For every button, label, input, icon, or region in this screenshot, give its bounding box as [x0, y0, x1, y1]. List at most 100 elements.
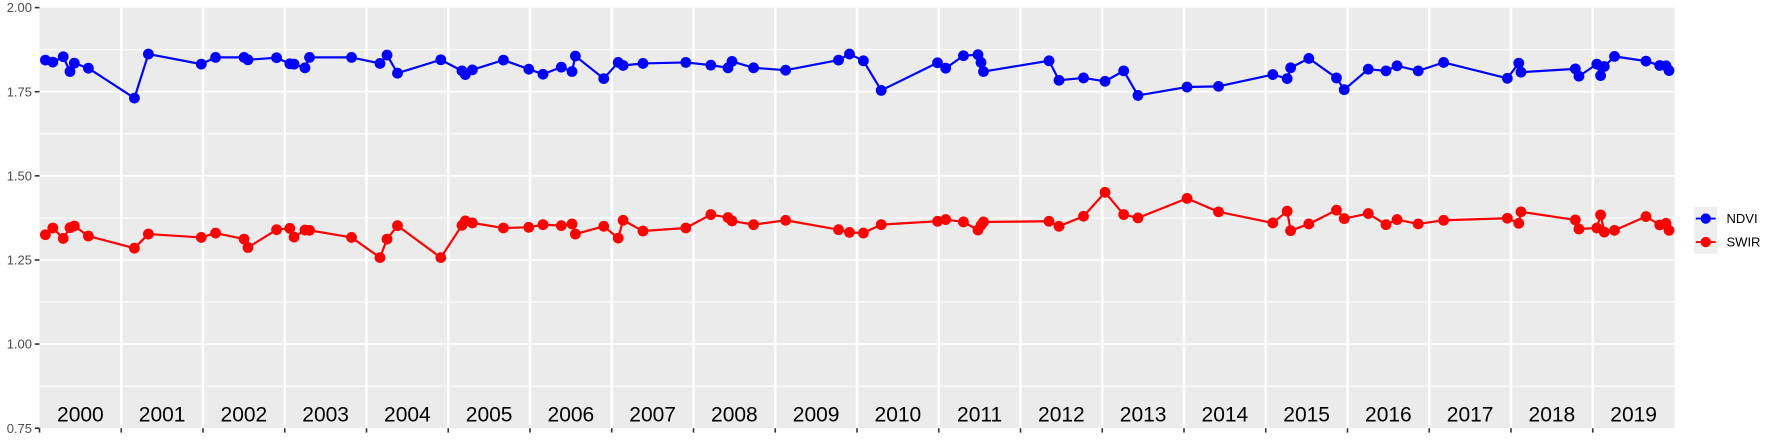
x-axis-year-label: 2012	[1038, 403, 1085, 426]
ndvi-point	[299, 62, 311, 74]
swir-point	[195, 232, 207, 243]
legend-key-point-icon	[1700, 236, 1711, 248]
ndvi-point	[1132, 90, 1144, 101]
x-axis-year-label: 2010	[875, 403, 922, 426]
swir-point	[1213, 206, 1224, 218]
x-axis-year-label: 2004	[384, 403, 431, 426]
swir-point	[210, 227, 221, 239]
y-axis-label: 1.00	[7, 337, 32, 352]
swir-point	[780, 214, 792, 226]
swir-point	[705, 209, 717, 220]
swir-point	[238, 233, 250, 245]
ndvi-point	[958, 50, 969, 62]
ndvi-point	[1053, 74, 1065, 86]
ndvi-point	[1609, 50, 1620, 62]
ndvi-point	[569, 50, 581, 62]
ndvi-point	[1285, 62, 1296, 74]
swir-point	[1412, 218, 1424, 230]
ndvi-point	[435, 54, 447, 66]
ndvi-point	[833, 54, 844, 66]
swir-point	[1569, 214, 1581, 226]
swir-point	[381, 233, 393, 245]
ndvi-point	[1338, 84, 1350, 96]
swir-point	[1181, 192, 1193, 204]
ndvi-point	[844, 48, 855, 60]
ndvi-point	[1380, 65, 1392, 77]
ndvi-point	[932, 57, 943, 69]
ndvi-point	[466, 64, 478, 76]
ndvi-point	[304, 52, 315, 63]
x-axis-year-label: 2011	[957, 403, 1002, 426]
swir-point	[392, 220, 403, 232]
ndvi-point	[1595, 70, 1606, 81]
x-axis-year-label: 2009	[793, 403, 840, 426]
swir-point	[569, 228, 581, 240]
x-axis-year-label: 2018	[1529, 403, 1576, 426]
ndvi-point	[978, 66, 989, 77]
swir-point	[1132, 212, 1144, 224]
x-axis-year-label: 2015	[1283, 403, 1330, 426]
swir-point	[1598, 226, 1610, 238]
swir-point	[637, 225, 649, 237]
ndvi-point	[68, 57, 80, 69]
ndvi-point	[129, 92, 140, 104]
series-ndvi	[39, 48, 1675, 104]
x-axis-year-label: 2000	[57, 403, 104, 426]
swir-point	[932, 215, 943, 227]
ndvi-point	[1331, 72, 1342, 84]
ndvi-point	[1663, 65, 1675, 76]
ndvi-point	[1412, 65, 1424, 77]
ndvi-point	[374, 58, 386, 69]
ndvi-point	[57, 51, 69, 63]
swir-point	[833, 224, 844, 236]
ndvi-point	[1573, 70, 1585, 82]
swir-point	[1515, 206, 1527, 218]
swir-point	[566, 218, 578, 230]
swir-point	[1391, 214, 1403, 225]
legend-key-point-icon	[1700, 213, 1711, 224]
ndvi-point	[288, 58, 300, 70]
legend-label: SWIR	[1727, 235, 1761, 250]
swir-point	[1078, 210, 1089, 222]
x-axis-year-label: 2007	[629, 403, 676, 426]
ndvi-point	[392, 67, 403, 79]
swir-point	[555, 220, 567, 232]
ndvi-point	[705, 59, 717, 71]
ndvi-point	[1267, 69, 1279, 80]
swir-point	[466, 217, 478, 229]
x-axis-year-label: 2008	[711, 403, 758, 426]
ndvi-point	[1501, 72, 1513, 84]
ndvi-point	[680, 57, 692, 68]
ndvi-point	[381, 49, 393, 61]
swir-point	[288, 231, 300, 243]
swir-point	[857, 227, 869, 239]
x-axis-year-label: 2002	[221, 403, 268, 426]
swir-point	[726, 215, 738, 227]
ndvi-point	[142, 48, 154, 60]
ndvi-point	[210, 52, 221, 63]
x-axis-year-label: 2003	[302, 403, 349, 426]
swir-point	[1285, 225, 1296, 237]
x-axis-year-label: 2016	[1365, 403, 1412, 426]
ndvi-point	[346, 52, 357, 63]
x-axis-year-label: 2019	[1610, 403, 1657, 426]
swir-point	[1053, 220, 1065, 232]
swir-point	[844, 226, 855, 238]
swir-point	[875, 219, 887, 231]
swir-point	[1609, 224, 1620, 236]
swir-point	[617, 214, 629, 226]
x-axis-year-label: 2006	[548, 403, 595, 426]
swir-point	[1362, 208, 1374, 219]
swir-point	[523, 221, 535, 233]
swir-point	[142, 228, 154, 240]
swir-point	[346, 232, 357, 243]
ndvi-point	[748, 62, 759, 74]
swir-point	[940, 214, 952, 225]
ndvi-point	[1513, 57, 1525, 69]
ndvi-point	[1640, 55, 1652, 67]
ndvi-point	[537, 68, 549, 80]
legend-label: NDVI	[1727, 211, 1758, 226]
ndvi-point	[1515, 66, 1527, 78]
swir-point	[1338, 213, 1350, 224]
ndvi-point	[726, 56, 738, 67]
